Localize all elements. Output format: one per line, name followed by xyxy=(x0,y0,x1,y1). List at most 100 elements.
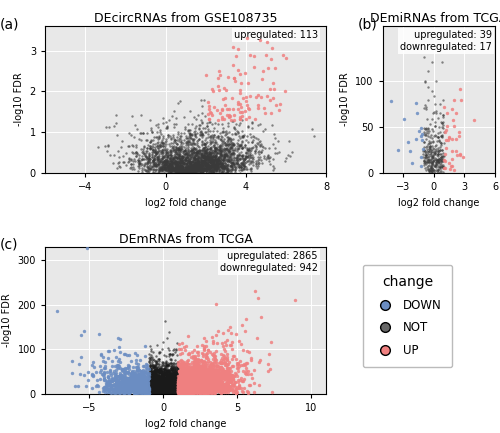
Point xyxy=(128,383,136,390)
Point xyxy=(176,165,184,172)
Point xyxy=(161,365,169,372)
Point xyxy=(166,378,173,385)
Point xyxy=(217,389,225,396)
Point xyxy=(151,378,159,385)
Point xyxy=(170,376,178,383)
Point xyxy=(157,389,165,396)
Point xyxy=(434,156,442,163)
Point xyxy=(128,370,136,377)
Point xyxy=(123,390,131,397)
Point xyxy=(149,386,157,393)
Point xyxy=(224,383,232,390)
Point xyxy=(232,52,239,59)
Point xyxy=(194,149,202,156)
Point xyxy=(105,378,113,385)
Point xyxy=(166,382,174,389)
Point xyxy=(156,381,164,388)
Point xyxy=(202,388,210,394)
Point xyxy=(201,388,209,394)
Point xyxy=(176,372,184,378)
Point xyxy=(182,389,190,396)
Point xyxy=(164,389,172,396)
Point xyxy=(132,388,140,394)
Point xyxy=(225,382,233,389)
Point xyxy=(152,389,160,396)
Point xyxy=(152,389,160,396)
Point xyxy=(192,386,200,393)
Point xyxy=(173,382,181,389)
Point xyxy=(218,371,226,378)
Point xyxy=(146,383,154,390)
Point xyxy=(234,152,241,158)
Point xyxy=(211,367,219,374)
Point xyxy=(150,382,158,389)
Point xyxy=(198,368,206,375)
Point xyxy=(152,389,160,396)
Point xyxy=(166,152,174,159)
Point xyxy=(152,389,160,396)
Point xyxy=(188,384,196,391)
Point xyxy=(166,390,174,397)
Point xyxy=(116,379,124,386)
Point xyxy=(162,382,170,389)
Point xyxy=(170,165,178,172)
Point xyxy=(166,389,174,396)
Point xyxy=(190,373,198,380)
Point xyxy=(168,390,176,397)
Point xyxy=(192,385,200,392)
Point xyxy=(212,144,220,151)
Point xyxy=(174,159,182,166)
Point xyxy=(186,164,194,171)
Point xyxy=(151,386,159,393)
Point xyxy=(158,369,166,376)
Point xyxy=(159,388,167,395)
Point xyxy=(156,389,164,396)
Point xyxy=(186,387,194,394)
Point xyxy=(228,140,236,147)
Point xyxy=(166,168,174,175)
Point xyxy=(219,372,227,379)
Point xyxy=(150,388,158,394)
Point xyxy=(141,388,149,395)
Point xyxy=(189,385,197,392)
Point xyxy=(146,381,154,388)
Point xyxy=(76,353,84,360)
Point xyxy=(156,385,164,391)
Point xyxy=(182,385,190,391)
Point xyxy=(164,389,172,396)
Point xyxy=(151,388,159,395)
Point xyxy=(174,377,182,384)
Point xyxy=(173,167,181,174)
Point xyxy=(154,386,162,393)
Point xyxy=(155,388,163,394)
Point xyxy=(154,391,162,397)
Point xyxy=(202,128,209,135)
Point xyxy=(153,388,161,395)
Point xyxy=(150,382,158,389)
Point xyxy=(204,388,212,395)
Point xyxy=(159,386,167,393)
Point xyxy=(165,389,173,396)
Point xyxy=(203,153,211,160)
Point xyxy=(158,165,166,172)
Point xyxy=(169,389,177,396)
Point xyxy=(188,388,196,395)
Point xyxy=(164,379,172,386)
Point xyxy=(167,381,175,388)
Point xyxy=(174,370,182,377)
Point xyxy=(184,388,192,395)
Point xyxy=(169,383,177,390)
Point xyxy=(195,383,203,390)
Point xyxy=(163,378,171,385)
Point xyxy=(166,386,174,393)
Point xyxy=(434,155,442,162)
Point xyxy=(181,384,189,391)
Point xyxy=(175,376,183,383)
Point xyxy=(162,389,170,396)
Point xyxy=(168,384,176,391)
Point xyxy=(175,155,183,162)
Point xyxy=(162,386,170,393)
Point xyxy=(198,166,206,173)
Point xyxy=(150,162,158,168)
Point xyxy=(164,378,172,385)
